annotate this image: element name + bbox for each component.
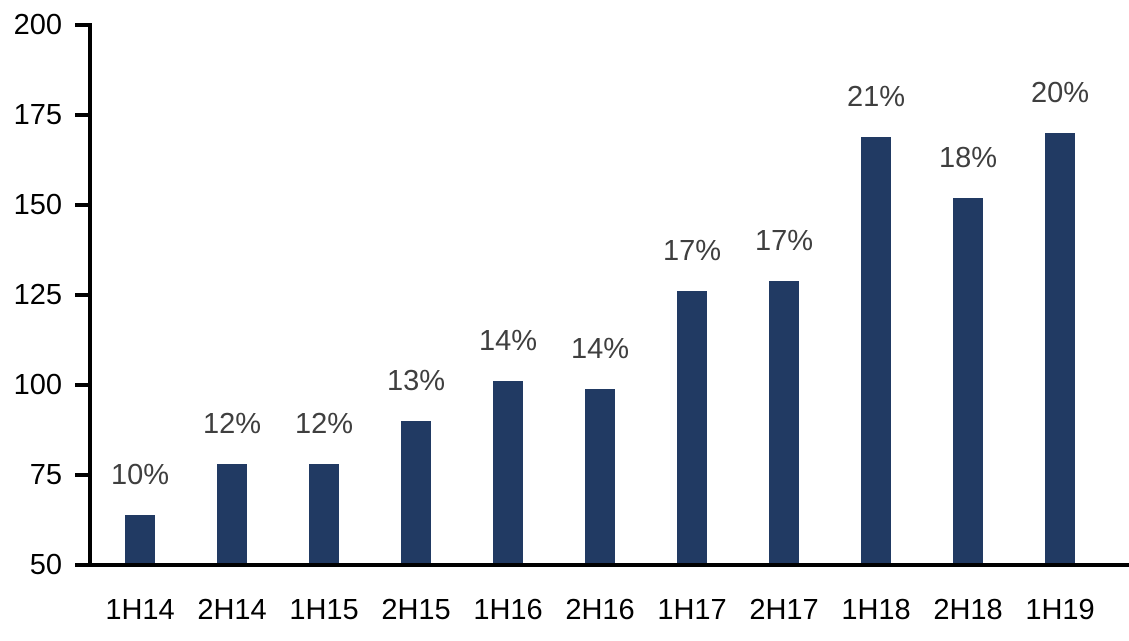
x-axis-tick-label: 2H18 bbox=[933, 594, 1003, 626]
bar-1H15 bbox=[309, 464, 339, 565]
bar-1H16 bbox=[493, 381, 523, 565]
y-axis-tick-mark bbox=[75, 23, 88, 27]
y-axis-tick-label: 150 bbox=[13, 189, 62, 221]
x-axis-tick-label: 2H17 bbox=[749, 594, 819, 626]
bar-value-label: 18% bbox=[938, 141, 998, 174]
bar-value-label: 17% bbox=[662, 235, 722, 268]
bar-1H14 bbox=[125, 514, 155, 565]
y-axis-tick-mark bbox=[75, 293, 88, 297]
y-axis-tick-mark bbox=[75, 383, 88, 387]
bar-1H18 bbox=[861, 136, 891, 565]
y-axis-tick-label: 125 bbox=[13, 279, 62, 311]
bar-value-label: 10% bbox=[110, 458, 170, 491]
bar-value-label: 12% bbox=[202, 408, 262, 441]
x-axis-tick-label: 2H15 bbox=[381, 594, 451, 626]
y-axis-tick-label: 200 bbox=[13, 9, 62, 41]
y-axis-tick-label: 75 bbox=[29, 459, 62, 491]
bar-value-label: 21% bbox=[846, 80, 906, 113]
y-axis-tick-mark bbox=[75, 203, 88, 207]
bar-value-label: 12% bbox=[294, 408, 354, 441]
x-axis-tick-label: 2H14 bbox=[197, 594, 267, 626]
y-axis-tick-mark bbox=[75, 563, 88, 567]
bar-value-label: 14% bbox=[570, 332, 630, 365]
x-axis-tick-label: 2H16 bbox=[565, 594, 635, 626]
bar-2H14 bbox=[217, 464, 247, 565]
bar-2H18 bbox=[953, 197, 983, 565]
x-axis-tick-label: 1H16 bbox=[473, 594, 543, 626]
x-axis-tick-label: 1H14 bbox=[105, 594, 175, 626]
bar-2H16 bbox=[585, 388, 615, 565]
y-axis-tick-label: 175 bbox=[13, 99, 62, 131]
x-axis-tick-label: 1H17 bbox=[657, 594, 727, 626]
y-axis-tick-mark bbox=[75, 113, 88, 117]
bar-1H17 bbox=[677, 291, 707, 565]
bar-value-label: 14% bbox=[478, 325, 538, 358]
y-axis-line bbox=[88, 23, 92, 567]
x-axis-line bbox=[88, 563, 1129, 567]
y-axis-tick-label: 100 bbox=[13, 369, 62, 401]
x-axis-tick-label: 1H19 bbox=[1025, 594, 1095, 626]
bar-value-label: 20% bbox=[1030, 77, 1090, 109]
x-axis-tick-label: 1H18 bbox=[841, 594, 911, 626]
bar-1H19 bbox=[1045, 133, 1075, 565]
bar-2H15 bbox=[401, 421, 431, 565]
bar-value-label: 13% bbox=[386, 365, 446, 397]
y-axis-tick-mark bbox=[75, 473, 88, 477]
x-axis-tick-label: 1H15 bbox=[289, 594, 359, 626]
bar-value-label: 17% bbox=[754, 224, 814, 257]
bar-2H17 bbox=[769, 280, 799, 565]
y-axis-tick-label: 50 bbox=[29, 549, 62, 581]
